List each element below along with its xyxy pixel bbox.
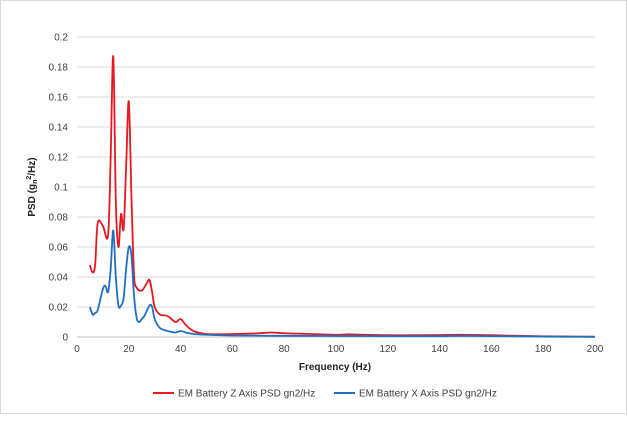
x-tick-label: 160 xyxy=(483,344,500,355)
x-tick-label: 180 xyxy=(535,344,552,355)
y-tick-label: 0.12 xyxy=(49,153,69,164)
y-tick-label: 0 xyxy=(62,333,68,344)
y-tick-label: 0.1 xyxy=(54,183,68,194)
series-lines xyxy=(89,55,596,338)
y-tick-label: 0.02 xyxy=(49,303,69,314)
tick-labels: 0 0.02 0.04 0.06 0.08 0.1 0.12 0.14 0.16 0.18 0.2 0… xyxy=(49,33,604,356)
x-tick-label: 20 xyxy=(123,344,135,355)
y-tick-label: 0.06 xyxy=(49,243,69,254)
y-axis-title: PSD (gn2/Hz) xyxy=(26,157,39,216)
x-tick-label: 80 xyxy=(279,344,291,355)
legend-label-z: EM Battery Z Axis PSD gn2/Hz xyxy=(178,389,315,400)
x-tick-label: 140 xyxy=(431,344,448,355)
series-line-z-axis xyxy=(89,55,596,338)
x-tick-label: 0 xyxy=(74,344,80,355)
series-line-x-axis xyxy=(89,229,596,338)
y-tick-label: 0.2 xyxy=(54,33,68,44)
x-tick-label: 100 xyxy=(328,344,345,355)
y-tick-label: 0.14 xyxy=(49,123,69,134)
gridlines xyxy=(77,36,595,308)
y-tick-label: 0.08 xyxy=(49,213,69,224)
x-tick-label: 120 xyxy=(379,344,396,355)
legend-label-x: EM Battery X Axis PSD gn2/Hz xyxy=(359,389,497,400)
x-tick-label: 60 xyxy=(227,344,239,355)
y-tick-label: 0.18 xyxy=(49,63,69,74)
y-tick-label: 0.04 xyxy=(49,273,69,284)
legend: EM Battery Z Axis PSD gn2/Hz EM Battery … xyxy=(153,389,497,400)
x-tick-label: 200 xyxy=(587,344,604,355)
x-tick-label: 40 xyxy=(175,344,187,355)
x-axis-title: Frequency (Hz) xyxy=(299,362,371,373)
y-tick-label: 0.16 xyxy=(49,93,69,104)
